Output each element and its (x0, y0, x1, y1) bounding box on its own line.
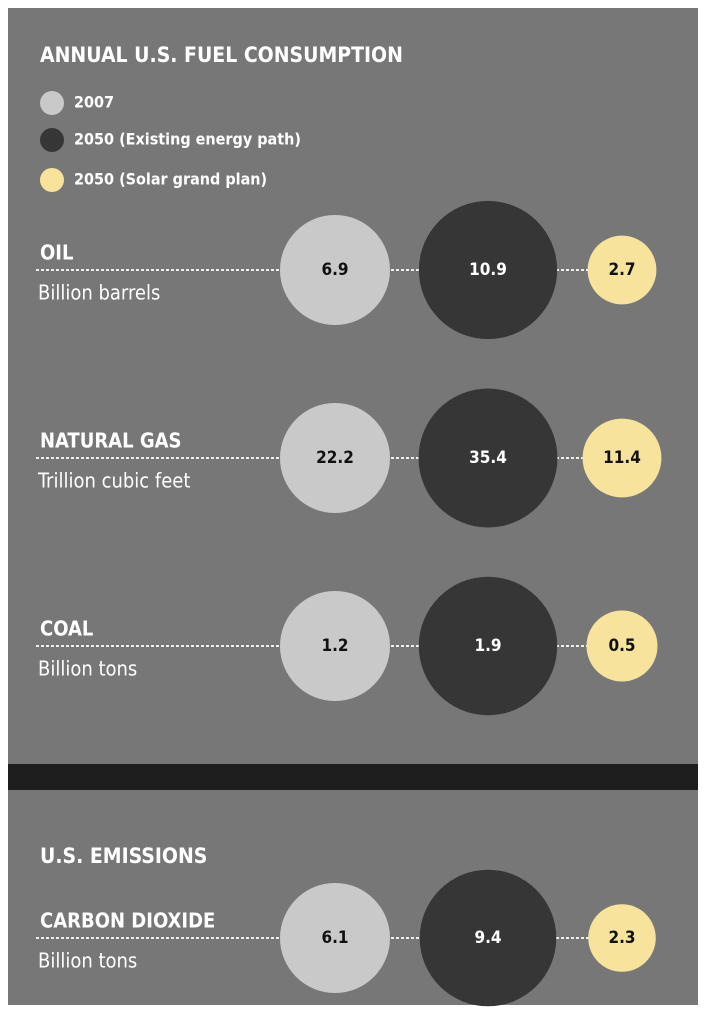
bubble (582, 418, 662, 498)
bubble (280, 403, 390, 513)
value-label: 6.9 (321, 260, 348, 280)
value-label: 2.7 (608, 260, 635, 280)
value-label: 1.9 (474, 636, 501, 656)
bubble (418, 388, 558, 528)
value-label: 0.5 (608, 636, 635, 656)
category-label: NATURAL GAS (40, 429, 181, 453)
unit-label: Trillion cubic feet (37, 469, 190, 493)
value-label: 22.2 (316, 448, 354, 468)
chart-title: ANNUAL U.S. FUEL CONSUMPTION (40, 43, 403, 67)
bubble (280, 215, 390, 325)
value-label: 10.9 (469, 260, 507, 280)
legend-swatch (40, 91, 64, 115)
bubble (587, 235, 657, 305)
divider (8, 764, 698, 790)
unit-label: Billion tons (38, 657, 137, 681)
value-label: 2.3 (608, 928, 635, 948)
value-label: 35.4 (469, 448, 507, 468)
category-label: COAL (40, 617, 93, 641)
bubble (280, 591, 390, 701)
bubble (418, 200, 558, 340)
bubble (586, 610, 658, 682)
legend-label: 2007 (74, 93, 114, 112)
legend-label: 2050 (Solar grand plan) (74, 170, 267, 189)
category-label: OIL (40, 241, 73, 265)
legend-swatch (40, 128, 64, 152)
bubble (418, 576, 558, 716)
bubble (419, 869, 557, 1007)
bubble (588, 904, 656, 972)
bubble (280, 883, 390, 993)
unit-label: Billion barrels (38, 281, 160, 305)
value-label: 6.1 (321, 928, 348, 948)
unit-label: Billion tons (38, 949, 137, 973)
value-label: 1.2 (321, 636, 348, 656)
category-label: CARBON DIOXIDE (40, 909, 215, 933)
value-label: 11.4 (603, 448, 641, 468)
chart-title: U.S. EMISSIONS (40, 844, 207, 868)
legend-label: 2050 (Existing energy path) (74, 130, 301, 149)
legend-swatch (40, 168, 64, 192)
value-label: 9.4 (474, 928, 501, 948)
